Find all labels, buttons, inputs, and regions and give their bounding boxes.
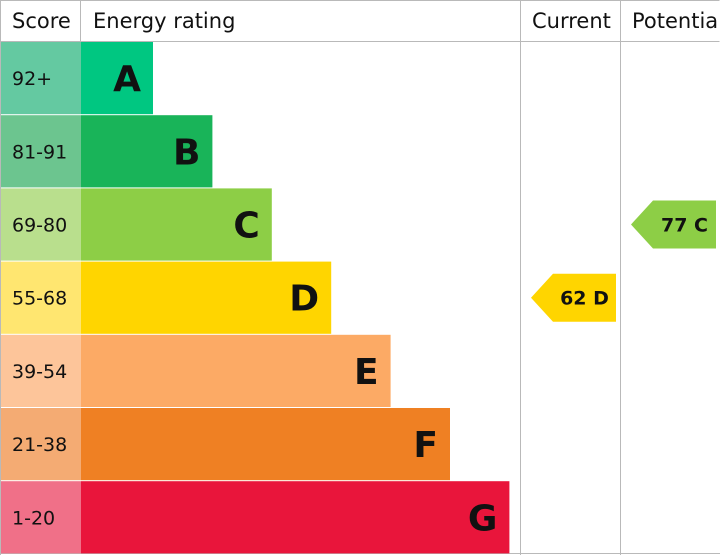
current-rating-arrow [531,273,616,322]
rating-bar-b [81,115,213,188]
rating-letter-e: E [354,352,379,393]
score-label-d: 55-68 [12,288,67,310]
score-label-a: 92+ [12,68,52,90]
rating-bar-c [81,188,272,261]
score-label-c: 69-80 [12,215,67,237]
current-rating-label: 62 D [560,288,609,310]
rating-bands: 92+ A 81-91 B 69-80 C 55-68 D 39-54 E 21-38 F 1-20 G [1,42,510,554]
score-cell-a [1,42,81,115]
score-cell-f [1,408,81,481]
rating-letter-c: C [233,206,259,247]
rating-bar-a [81,42,153,115]
score-cell-e [1,334,81,407]
score-cell-b [1,115,81,188]
header-potential: Potential [632,9,720,33]
score-label-g: 1-20 [12,507,55,529]
rating-markers: 62 D 77 C [531,200,716,322]
rating-bar-e [81,334,391,407]
rating-letter-b: B [173,132,200,173]
score-label-e: 39-54 [12,361,67,383]
rating-bar-f [81,408,450,481]
potential-rating-arrow [631,200,716,249]
rating-letter-f: F [413,425,438,466]
score-cell-c [1,188,81,261]
score-label-b: 81-91 [12,141,67,163]
header-current: Current [532,9,611,33]
score-label-f: 21-38 [12,434,67,456]
header-energy-rating: Energy rating [93,9,235,33]
header-score: Score [12,9,71,33]
score-cell-d [1,261,81,334]
rating-bar-g [81,481,510,554]
score-cell-g [1,481,81,554]
rating-letter-g: G [468,498,498,539]
rating-letter-a: A [113,59,141,100]
potential-rating-label: 77 C [661,215,708,237]
rating-letter-d: D [289,279,319,320]
rating-bar-d [81,261,332,334]
